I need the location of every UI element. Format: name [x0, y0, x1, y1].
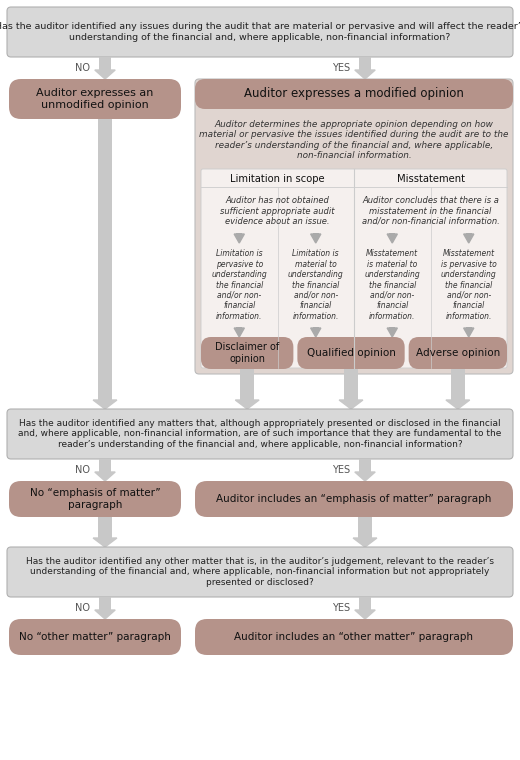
- Text: Auditor has not obtained
sufficient appropriate audit
evidence about an issue.: Auditor has not obtained sufficient appr…: [220, 196, 335, 226]
- Polygon shape: [353, 538, 377, 547]
- Polygon shape: [355, 610, 375, 619]
- Bar: [99, 459, 111, 472]
- Text: Adverse opinion: Adverse opinion: [415, 348, 500, 358]
- Polygon shape: [310, 234, 321, 243]
- Polygon shape: [387, 234, 397, 243]
- FancyBboxPatch shape: [7, 409, 513, 459]
- Text: Misstatement
is material to
understanding
the financial
and/or non-
financial
in: Misstatement is material to understandin…: [365, 249, 420, 321]
- FancyBboxPatch shape: [195, 619, 513, 655]
- Bar: [236, 327, 242, 328]
- Text: No “other matter” paragraph: No “other matter” paragraph: [19, 632, 171, 642]
- Text: Auditor includes an “other matter” paragraph: Auditor includes an “other matter” parag…: [235, 632, 474, 642]
- FancyBboxPatch shape: [409, 337, 507, 369]
- FancyBboxPatch shape: [195, 79, 513, 374]
- FancyBboxPatch shape: [7, 7, 513, 57]
- Polygon shape: [95, 70, 115, 79]
- Text: Limitation in scope: Limitation in scope: [230, 174, 325, 184]
- Polygon shape: [464, 234, 474, 243]
- Bar: [359, 597, 371, 610]
- Text: NO: NO: [75, 465, 90, 475]
- Text: Auditor expresses a modified opinion: Auditor expresses a modified opinion: [244, 87, 464, 100]
- Polygon shape: [234, 234, 244, 243]
- Bar: [359, 57, 371, 70]
- Text: Limitation is
material to
understanding
the financial
and/or non-
financial
info: Limitation is material to understanding …: [288, 249, 344, 321]
- FancyBboxPatch shape: [9, 481, 181, 517]
- Text: Disclaimer of
opinion: Disclaimer of opinion: [215, 342, 279, 364]
- Bar: [344, 369, 358, 400]
- FancyBboxPatch shape: [201, 337, 293, 369]
- Bar: [313, 233, 319, 234]
- Bar: [389, 327, 395, 328]
- Text: NO: NO: [75, 603, 90, 613]
- Bar: [313, 327, 319, 328]
- Bar: [359, 459, 371, 472]
- Polygon shape: [464, 328, 474, 337]
- Polygon shape: [235, 400, 259, 409]
- Bar: [466, 327, 472, 328]
- Polygon shape: [95, 610, 115, 619]
- Bar: [451, 369, 465, 400]
- FancyBboxPatch shape: [195, 79, 513, 109]
- Text: Auditor determines the appropriate opinion depending on how
material or pervasiv: Auditor determines the appropriate opini…: [199, 120, 509, 160]
- FancyBboxPatch shape: [9, 79, 181, 119]
- Bar: [98, 119, 112, 400]
- Polygon shape: [339, 400, 363, 409]
- Bar: [358, 517, 372, 538]
- Text: Qualified opinion: Qualified opinion: [307, 348, 395, 358]
- Bar: [98, 517, 112, 538]
- Bar: [389, 233, 395, 234]
- Polygon shape: [310, 328, 321, 337]
- FancyBboxPatch shape: [297, 337, 405, 369]
- Text: Auditor expresses an
unmodified opinion: Auditor expresses an unmodified opinion: [36, 88, 154, 109]
- Text: Misstatement: Misstatement: [397, 174, 464, 184]
- Text: No “emphasis of matter”
paragraph: No “emphasis of matter” paragraph: [30, 488, 160, 510]
- Polygon shape: [446, 400, 470, 409]
- FancyBboxPatch shape: [7, 547, 513, 597]
- Bar: [240, 369, 254, 400]
- Bar: [236, 233, 242, 234]
- Polygon shape: [234, 328, 244, 337]
- Text: Has the auditor identified any other matter that is, in the auditor’s judgement,: Has the auditor identified any other mat…: [26, 557, 494, 587]
- FancyBboxPatch shape: [201, 169, 507, 368]
- Text: NO: NO: [75, 63, 90, 73]
- Text: Auditor includes an “emphasis of matter” paragraph: Auditor includes an “emphasis of matter”…: [216, 494, 492, 504]
- Bar: [466, 233, 472, 234]
- Text: Limitation is
pervasive to
understanding
the financial
and/or non-
financial
inf: Limitation is pervasive to understanding…: [211, 249, 267, 321]
- Text: Has the auditor identified any issues during the audit that are material or perv: Has the auditor identified any issues du…: [0, 22, 520, 42]
- Text: YES: YES: [332, 465, 350, 475]
- Polygon shape: [355, 472, 375, 481]
- Text: Has the auditor identified any matters that, although appropriately presented or: Has the auditor identified any matters t…: [18, 419, 502, 449]
- FancyBboxPatch shape: [9, 619, 181, 655]
- Polygon shape: [95, 472, 115, 481]
- Text: YES: YES: [332, 603, 350, 613]
- Text: Auditor concludes that there is a
misstatement in the financial
and/or non-finan: Auditor concludes that there is a missta…: [361, 196, 499, 226]
- Bar: [99, 57, 111, 70]
- Polygon shape: [387, 328, 397, 337]
- Polygon shape: [93, 538, 117, 547]
- FancyBboxPatch shape: [195, 481, 513, 517]
- Bar: [99, 597, 111, 610]
- Text: YES: YES: [332, 63, 350, 73]
- Polygon shape: [93, 400, 117, 409]
- Polygon shape: [355, 70, 375, 79]
- Text: Misstatement
is pervasive to
understanding
the financial
and/or non-
financial
i: Misstatement is pervasive to understandi…: [441, 249, 497, 321]
